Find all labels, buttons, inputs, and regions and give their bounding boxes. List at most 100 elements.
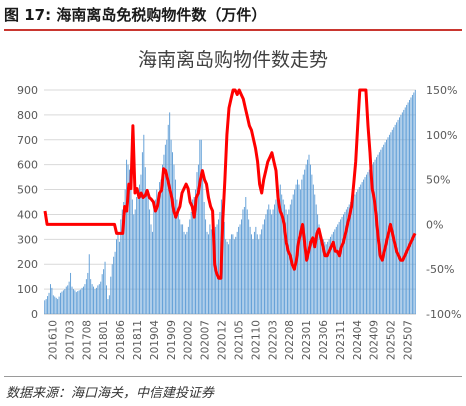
bar [195, 189, 196, 314]
bar [264, 219, 265, 314]
bar [365, 174, 367, 314]
bar [70, 272, 72, 314]
bar [274, 204, 275, 314]
bar [104, 261, 106, 314]
bar [199, 139, 201, 314]
bar [275, 199, 277, 314]
source-rule [4, 376, 462, 377]
bar [311, 174, 313, 314]
bar [150, 224, 152, 314]
bar [149, 209, 151, 314]
x-tick-label: 201708 [81, 320, 93, 360]
bar [324, 241, 326, 314]
bar [139, 184, 140, 314]
bar [307, 159, 309, 314]
bar [147, 197, 149, 314]
bar [78, 290, 80, 314]
bar [202, 174, 204, 314]
bar [393, 127, 395, 314]
bar [410, 97, 412, 314]
bar [340, 219, 342, 314]
bar [370, 167, 372, 314]
right-axis-ticks: -100% -50% 0% 50% 100% 150% [426, 84, 461, 321]
x-tick-label: 202007 [200, 320, 212, 360]
x-tick-label: 201703 [64, 320, 76, 360]
x-tick-label: 201806 [115, 320, 127, 360]
bar [126, 159, 128, 314]
bar [288, 209, 290, 314]
bar [114, 251, 116, 314]
bar [357, 189, 359, 314]
bar [285, 209, 287, 314]
x-tick-label: 201610 [47, 320, 59, 360]
bar [278, 189, 280, 314]
bar [55, 297, 57, 314]
bar [334, 229, 336, 314]
bar [243, 206, 245, 314]
bar [335, 226, 337, 314]
bar [210, 229, 212, 314]
bar [292, 194, 294, 314]
bar [223, 221, 225, 314]
bar [282, 199, 284, 314]
figure-label: 图 17: 海南离岛免税购物件数（万件） [4, 6, 267, 24]
left-tick-label: 800 [17, 109, 38, 122]
x-tick-label: 202507 [403, 320, 415, 360]
bar [233, 239, 235, 314]
left-tick-label: 200 [17, 258, 38, 271]
bar [259, 234, 261, 314]
bar [345, 209, 347, 314]
bar [409, 99, 410, 314]
bar [308, 154, 310, 314]
bar [193, 197, 195, 314]
bar [269, 209, 271, 314]
bar [93, 286, 95, 314]
bar [151, 231, 153, 314]
bar [64, 289, 66, 314]
bar [182, 224, 184, 314]
x-tick-label: 202306 [318, 320, 330, 360]
bar [45, 299, 47, 314]
bar [140, 174, 142, 314]
bar [77, 291, 79, 314]
bar [200, 139, 202, 314]
bar [65, 286, 67, 314]
bar [404, 107, 406, 314]
right-tick-label: 100% [426, 129, 457, 142]
bar [226, 241, 228, 314]
bar [90, 279, 92, 314]
bar [371, 164, 373, 314]
bar [374, 159, 376, 314]
x-tick-label: 202110 [250, 320, 262, 360]
bar [162, 164, 163, 314]
bar [136, 197, 138, 314]
bar [318, 224, 320, 314]
bar [347, 206, 349, 314]
bar [238, 226, 240, 314]
bar [187, 226, 189, 314]
bar [123, 202, 125, 314]
x-tick-label: 201909 [166, 320, 178, 360]
bar [321, 236, 323, 314]
bar [212, 239, 214, 314]
bar [169, 112, 171, 315]
bar [248, 219, 250, 314]
bar [252, 239, 254, 314]
bar [156, 189, 158, 314]
bar [396, 122, 398, 314]
bar [91, 284, 93, 314]
bar [127, 164, 129, 314]
left-tick-label: 400 [17, 208, 38, 221]
bar [47, 296, 49, 314]
bar [97, 285, 99, 314]
bar [384, 142, 386, 314]
bar [203, 202, 205, 314]
x-tick-label: 201904 [149, 320, 161, 360]
bar [95, 287, 97, 314]
bar [88, 254, 90, 314]
bar [81, 287, 83, 314]
bar [108, 295, 110, 314]
bar [314, 194, 316, 314]
bar [120, 219, 122, 314]
x-tick-label: 202208 [284, 320, 296, 360]
